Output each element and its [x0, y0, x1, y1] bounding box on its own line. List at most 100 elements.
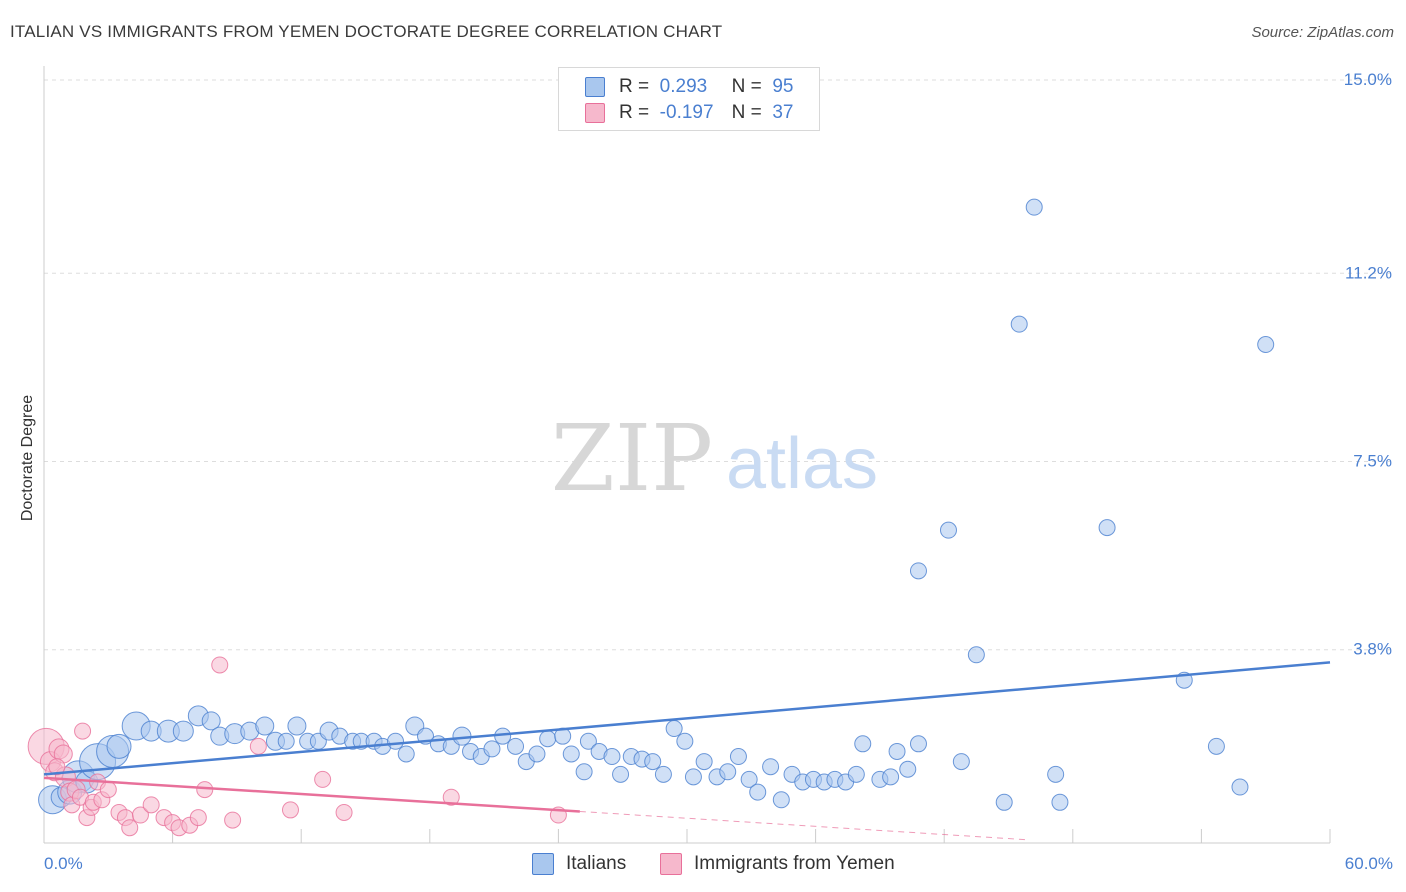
italians-point: [507, 737, 525, 755]
italians-point: [899, 760, 917, 778]
italians-point: [847, 765, 865, 783]
italians-point: [684, 768, 702, 786]
italians-point: [1025, 198, 1043, 216]
italians-point: [575, 763, 593, 781]
italians-point: [603, 748, 621, 766]
italians-point: [882, 768, 900, 786]
yemen-r-label: R =: [619, 102, 650, 123]
italians-point: [909, 562, 927, 580]
italians-legend-swatch: [532, 853, 554, 875]
italians-point: [1098, 519, 1116, 537]
italians-point: [952, 753, 970, 771]
yemen-r-value: -0.197: [659, 102, 714, 123]
italians-point: [1207, 737, 1225, 755]
yemen-point: [48, 758, 66, 776]
italians-point: [387, 732, 405, 750]
italians-point: [854, 735, 872, 753]
italians-point: [1051, 793, 1069, 811]
italians-point: [483, 740, 501, 758]
stats-legend: R = 0.293 N = 95 R = -0.197 N = 37: [558, 67, 820, 131]
italians-point: [909, 735, 927, 753]
italians-point: [1257, 336, 1275, 354]
italians-point: [995, 793, 1013, 811]
yemen-point: [99, 781, 117, 799]
italians-point: [201, 711, 221, 731]
italians-point: [397, 745, 415, 763]
x-tick-label-max: 60.0%: [1345, 854, 1393, 873]
chart-title: ITALIAN VS IMMIGRANTS FROM YEMEN DOCTORA…: [10, 22, 723, 41]
yemen-point: [224, 811, 242, 829]
italians-n-value: 95: [772, 76, 794, 97]
italians-swatch: [585, 77, 605, 97]
yemen-point: [74, 722, 92, 740]
yemen-n-value: 37: [772, 102, 794, 123]
italians-point: [277, 732, 295, 750]
grid-layer: [44, 79, 1390, 651]
y-tick-label: 11.2%: [1345, 263, 1392, 282]
yemen-point: [131, 806, 149, 824]
italians-point: [729, 748, 747, 766]
italians-point: [255, 716, 275, 736]
italians-point: [676, 732, 694, 750]
italians-legend-label: Italians: [566, 853, 627, 874]
axis-layer: 3.8% 7.5% 11.2% 15.0% 0.0% 60.0%: [43, 66, 1393, 873]
italians-point: [644, 753, 662, 771]
italians-point: [762, 758, 780, 776]
italians-point: [106, 733, 132, 759]
italians-n-label: N =: [731, 76, 762, 97]
yemen-point: [281, 801, 299, 819]
italians-r-value: 0.293: [659, 76, 708, 97]
italians-point: [665, 720, 683, 738]
italians-point: [719, 763, 737, 781]
points-layer: [27, 198, 1275, 837]
y-tick-label: 3.8%: [1353, 640, 1392, 659]
y-tick-label: 15.0%: [1344, 70, 1392, 89]
bottom-legend-yemen: Immigrants from Yemen: [660, 852, 895, 876]
italians-point: [740, 770, 758, 788]
italians-point: [772, 791, 790, 809]
yemen-n-label: N =: [731, 102, 762, 123]
italians-point: [695, 753, 713, 771]
italians-trendline: [43, 661, 1331, 776]
italians-point: [612, 765, 630, 783]
italians-point: [562, 745, 580, 763]
italians-point: [579, 732, 597, 750]
y-tick-label: 7.5%: [1353, 452, 1392, 471]
italians-point: [494, 727, 512, 745]
italians-point: [528, 745, 546, 763]
italians-point: [539, 730, 557, 748]
watermark-zip: ZIP: [551, 405, 713, 512]
watermark-atlas: atlas: [726, 424, 878, 504]
yemen-legend-label: Immigrants from Yemen: [694, 853, 895, 874]
italians-point: [287, 716, 307, 736]
italians-r-label: R =: [619, 76, 650, 97]
yemen-point: [314, 770, 332, 788]
yemen-point: [442, 788, 460, 806]
yemen-trendline-extension: [579, 810, 1030, 841]
italians-point: [939, 521, 957, 539]
yemen-swatch: [585, 103, 605, 123]
italians-point: [654, 765, 672, 783]
yemen-point: [189, 809, 207, 827]
yemen-point: [196, 781, 214, 799]
italians-point: [1010, 315, 1028, 333]
x-tick-label-min: 0.0%: [44, 854, 83, 873]
italians-point: [1047, 765, 1065, 783]
italians-point: [967, 646, 985, 664]
legend-row-italians: R = 0.293 N = 95: [585, 76, 793, 98]
legend-row-yemen: R = -0.197 N = 37: [585, 102, 793, 124]
trend-layer: [43, 661, 1331, 841]
yemen-point: [249, 737, 267, 755]
yemen-point: [335, 803, 353, 821]
yemen-point: [121, 819, 139, 837]
yemen-legend-swatch: [660, 853, 682, 875]
watermark: ZIP atlas: [551, 405, 878, 512]
bottom-legend-italians: Italians: [532, 852, 626, 876]
italians-point: [172, 720, 194, 742]
yemen-point: [142, 796, 160, 814]
source-label: Source: ZipAtlas.com: [1251, 24, 1394, 41]
italians-point: [1231, 778, 1249, 796]
italians-point: [749, 783, 767, 801]
yemen-point: [211, 656, 229, 674]
